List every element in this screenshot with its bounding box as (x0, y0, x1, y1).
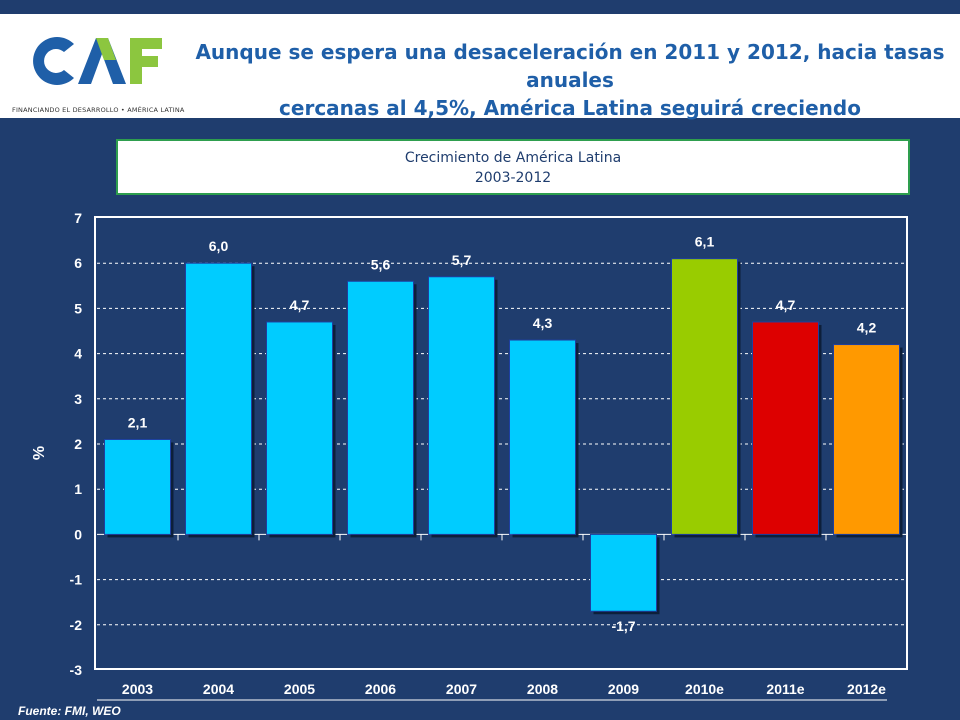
data-label: 6,1 (695, 234, 715, 250)
x-tick-label: 2008 (527, 681, 558, 697)
x-tick-label: 2006 (365, 681, 396, 697)
title-line-2: cercanas al 4,5%, América Latina seguirá… (279, 96, 861, 120)
data-label: 5,7 (452, 252, 472, 268)
bar (833, 344, 900, 535)
bar (509, 339, 576, 535)
y-tick-label: 3 (74, 391, 82, 407)
x-tick-label: 2011e (766, 681, 804, 697)
x-tick-label: 2012e (847, 681, 886, 697)
y-tick-label: 2 (74, 436, 82, 452)
y-tick-label: -3 (70, 662, 83, 678)
data-label: 4,2 (857, 320, 877, 336)
data-label: 4,3 (533, 315, 553, 331)
chart-title-box: Crecimiento de América Latina 2003-2012 (116, 139, 910, 195)
logo-tagline: FINANCIANDO EL DESARROLLO • AMÉRICA LATI… (12, 106, 185, 114)
y-tick-label: 6 (74, 255, 82, 271)
x-tick-label: 2004 (203, 681, 234, 697)
data-label: 5,6 (371, 256, 391, 272)
bar (752, 321, 819, 535)
y-tick-label: 0 (74, 526, 82, 542)
bar (347, 280, 414, 535)
y-axis-label: % (31, 446, 48, 460)
data-label: 6,0 (209, 238, 229, 254)
y-tick-label: 4 (74, 346, 82, 362)
bar (185, 262, 252, 535)
bar (428, 276, 495, 535)
data-label: 4,7 (290, 297, 310, 313)
y-tick-label: -1 (70, 572, 83, 588)
bar (590, 533, 657, 612)
plot-area (94, 216, 908, 670)
y-tick-label: 5 (74, 300, 82, 316)
chart-subtitle: 2003-2012 (474, 170, 552, 186)
y-tick-label: -2 (70, 617, 83, 633)
bar (266, 321, 333, 535)
title-line-1: Aunque se espera una desaceleración en 2… (195, 40, 945, 92)
x-tick-label: 2005 (284, 681, 315, 697)
caf-logo-graphic (33, 37, 162, 85)
y-tick-label: 7 (74, 210, 82, 226)
data-label: 4,7 (776, 297, 796, 313)
bar (104, 438, 171, 535)
header-banner: FINANCIANDO EL DESARROLLO • AMÉRICA LATI… (0, 14, 960, 120)
caf-logo: FINANCIANDO EL DESARROLLO • AMÉRICA LATI… (12, 26, 185, 118)
data-label: -1,7 (611, 618, 635, 634)
page-title: Aunque se espera una desaceleración en 2… (190, 38, 950, 122)
x-tick-label: 2010e (685, 681, 724, 697)
bar (671, 258, 738, 535)
y-tick-label: 1 (74, 481, 82, 497)
x-tick-label: 2007 (446, 681, 477, 697)
data-label: 2,1 (128, 414, 148, 430)
chart-title: Crecimiento de América Latina (404, 150, 622, 166)
x-tick-label: 2009 (608, 681, 639, 697)
x-tick-label: 2003 (122, 681, 153, 697)
source-note: Fuente: FMI, WEO (18, 704, 121, 718)
